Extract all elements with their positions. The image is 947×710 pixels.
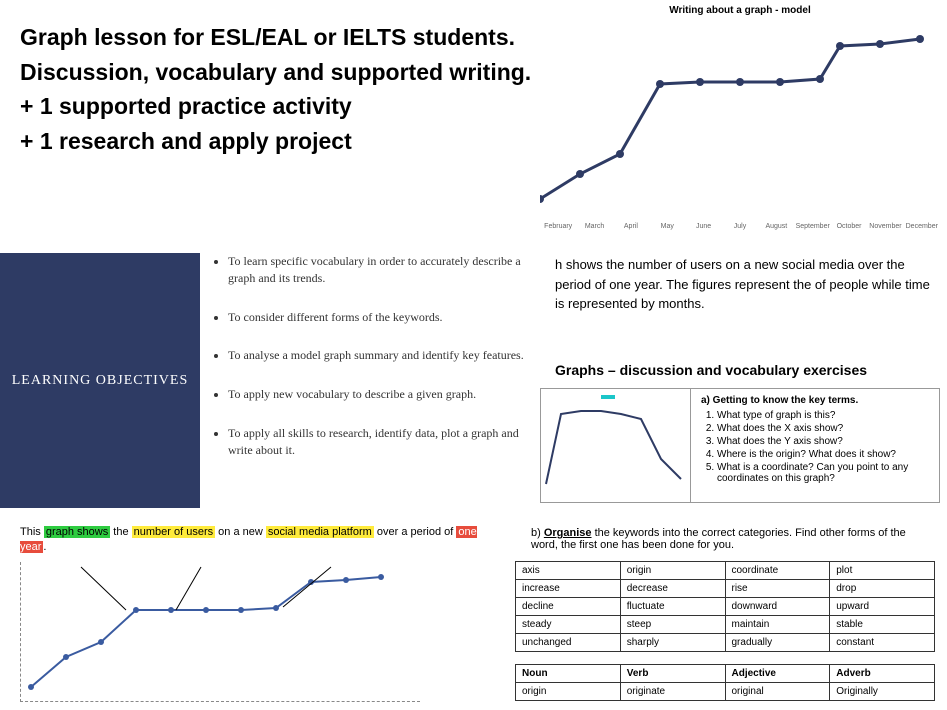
keyword-cell: rise — [725, 580, 830, 598]
bottom-left-block: This graph shows the number of users on … — [20, 525, 490, 702]
form-header: Noun — [516, 665, 621, 683]
discussion-questions: a) Getting to know the key terms. What t… — [691, 389, 939, 502]
keyword-cell: coordinate — [725, 562, 830, 580]
keyword-cell: increase — [516, 580, 621, 598]
objective-item: To learn specific vocabulary in order to… — [228, 253, 540, 287]
form-cell: origin — [516, 683, 621, 701]
keyword-cell: gradually — [725, 634, 830, 652]
highlight-yellow-2: social media platform — [266, 526, 374, 538]
keyword-cell: downward — [725, 598, 830, 616]
discussion-block: a) Getting to know the key terms. What t… — [540, 388, 940, 503]
header-line-3: + 1 supported practice activity — [20, 89, 540, 124]
keyword-cell: origin — [620, 562, 725, 580]
objectives-label: LEARNING OBJECTIVES — [12, 373, 189, 389]
objectives-list: To learn specific vocabulary in order to… — [210, 253, 540, 481]
highlight-green: graph shows — [44, 526, 110, 538]
objectives-box: LEARNING OBJECTIVES — [0, 253, 200, 508]
keyword-cell: plot — [830, 562, 935, 580]
keyword-cell: axis — [516, 562, 621, 580]
keyword-cell: stable — [830, 616, 935, 634]
keyword-cell: steady — [516, 616, 621, 634]
keyword-cell: fluctuate — [620, 598, 725, 616]
objective-item: To analyse a model graph summary and ide… — [228, 347, 540, 364]
form-header: Adverb — [830, 665, 935, 683]
top-line-chart — [540, 24, 940, 219]
form-cell: originate — [620, 683, 725, 701]
discussion-question: What does the Y axis show? — [717, 436, 929, 447]
keyword-cell: unchanged — [516, 634, 621, 652]
top-chart-title: Writing about a graph - model — [540, 5, 940, 16]
form-header: Adjective — [725, 665, 830, 683]
top-chart-block: Writing about a graph - model FebruaryMa… — [540, 5, 940, 230]
keyword-cell: maintain — [725, 616, 830, 634]
description-text: h shows the number of users on a new soc… — [555, 255, 940, 314]
objective-item: To consider different forms of the keywo… — [228, 309, 540, 326]
header-line-2: Discussion, vocabulary and supported wri… — [20, 55, 540, 90]
discussion-mini-chart — [541, 389, 691, 502]
discussion-q-head: a) Getting to know the key terms. — [701, 395, 929, 406]
header-text: Graph lesson for ESL/EAL or IELTS studen… — [20, 20, 540, 158]
discussion-question: What type of graph is this? — [717, 410, 929, 421]
highlighted-sentence: This graph shows the number of users on … — [20, 525, 490, 556]
keyword-cell: sharply — [620, 634, 725, 652]
organise-instruction: b) Organise the keywords into the correc… — [515, 527, 935, 551]
discussion-question: What is a coordinate? Can you point to a… — [717, 462, 929, 484]
top-chart-xlabels: FebruaryMarchAprilMayJuneJulyAugustSepte… — [540, 223, 940, 230]
form-header: Verb — [620, 665, 725, 683]
form-cell: original — [725, 683, 830, 701]
keywords-table: axisorigincoordinateplot increasedecrease… — [515, 561, 935, 652]
forms-table: NounVerbAdjectiveAdverb originoriginateor… — [515, 664, 935, 701]
objective-item: To apply new vocabulary to describe a gi… — [228, 386, 540, 403]
keyword-cell: decline — [516, 598, 621, 616]
header-line-4: + 1 research and apply project — [20, 124, 540, 159]
discussion-question: What does the X axis show? — [717, 423, 929, 434]
header-line-1: Graph lesson for ESL/EAL or IELTS studen… — [20, 20, 540, 55]
keyword-cell: constant — [830, 634, 935, 652]
keyword-cell: decrease — [620, 580, 725, 598]
discussion-title: Graphs – discussion and vocabulary exerc… — [555, 362, 867, 378]
keyword-cell: drop — [830, 580, 935, 598]
keyword-cell: upward — [830, 598, 935, 616]
highlight-yellow-1: number of users — [132, 526, 215, 538]
objective-item: To apply all skills to research, identif… — [228, 425, 540, 459]
bottom-left-chart — [20, 562, 420, 702]
form-cell: Originally — [830, 683, 935, 701]
discussion-question: Where is the origin? What does it show? — [717, 449, 929, 460]
keyword-cell: steep — [620, 616, 725, 634]
bottom-right-block: b) Organise the keywords into the correc… — [515, 527, 935, 701]
